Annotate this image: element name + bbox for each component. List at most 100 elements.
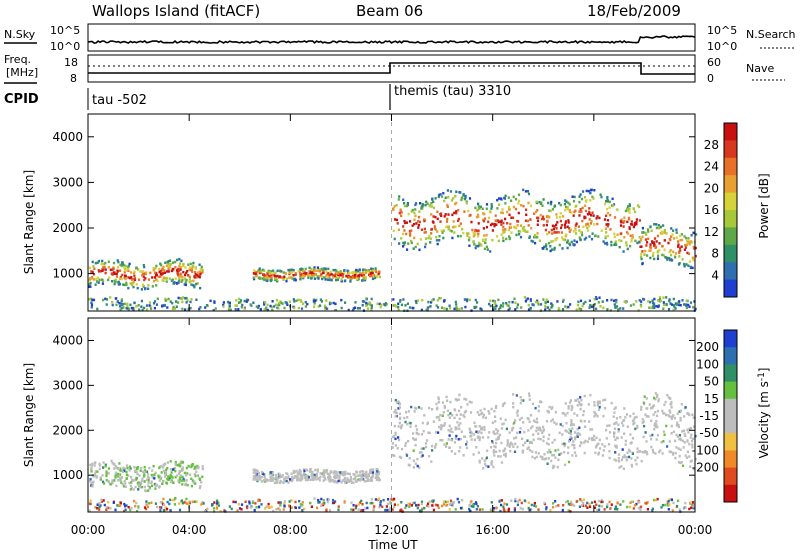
- echo-cell: [402, 225, 405, 228]
- echo-cell: [651, 254, 655, 257]
- echo-cell: [118, 476, 122, 479]
- echo-cell: [512, 445, 515, 448]
- echo-cell: [411, 224, 414, 227]
- echo-cell: [371, 271, 374, 275]
- noise-panel: N.Sky 10^5 10^0 10^5 10^0 N.Search: [4, 23, 796, 53]
- echo-cell: [94, 470, 97, 473]
- echo-cell: [274, 473, 277, 477]
- echo-cell: [602, 399, 605, 402]
- echo-cell: [174, 497, 177, 500]
- echo-cell: [540, 400, 543, 404]
- echo-cell: [658, 296, 662, 299]
- echo-cell: [329, 477, 332, 481]
- echo-cell: [410, 239, 413, 243]
- echo-cell: [667, 504, 670, 507]
- echo-cell: [551, 303, 554, 307]
- echo-cell: [644, 249, 647, 253]
- echo-cell: [304, 305, 307, 308]
- echo-cell: [169, 509, 172, 512]
- echo-cell: [274, 271, 277, 275]
- echo-cell: [413, 211, 416, 215]
- echo-cell: [254, 274, 258, 278]
- echo-cell: [474, 233, 477, 236]
- echo-cell: [655, 240, 658, 243]
- echo-cell: [331, 498, 335, 502]
- echo-cell: [604, 202, 607, 206]
- echo-cell: [443, 443, 446, 446]
- echo-cell: [246, 506, 249, 510]
- echo-cell: [598, 296, 601, 299]
- echo-cell: [624, 443, 627, 446]
- echo-cell: [258, 268, 261, 272]
- echo-cell: [148, 476, 151, 480]
- echo-cell: [416, 432, 419, 435]
- echo-cell: [546, 462, 549, 465]
- echo-cell: [694, 307, 697, 311]
- echo-cell: [639, 245, 642, 248]
- echo-cell: [485, 464, 488, 468]
- echo-cell: [292, 274, 295, 277]
- echo-cell: [403, 241, 406, 244]
- echo-cell: [307, 273, 310, 277]
- echo-cell: [534, 505, 538, 508]
- echo-cell: [120, 303, 124, 307]
- echo-cell: [262, 479, 265, 482]
- echo-cell: [348, 478, 351, 482]
- echo-cell: [615, 507, 618, 511]
- echo-cell: [634, 210, 637, 214]
- echo-cell: [288, 276, 291, 279]
- echo-cell: [288, 300, 291, 303]
- echo-cell: [304, 474, 307, 478]
- echo-cell: [285, 472, 288, 475]
- echo-cell: [542, 215, 545, 218]
- echo-cell: [417, 223, 420, 227]
- echo-cell: [392, 435, 396, 438]
- echo-cell: [409, 220, 412, 223]
- echo-cell: [499, 509, 502, 513]
- echo-cell: [541, 455, 544, 459]
- echo-cell: [109, 482, 112, 486]
- echo-cell: [546, 306, 549, 309]
- echo-cell: [608, 431, 612, 434]
- echo-cell: [604, 227, 607, 230]
- echo-cell: [393, 410, 396, 414]
- echo-cell: [327, 473, 331, 476]
- echo-cell: [216, 499, 219, 503]
- echo-cell: [622, 500, 625, 503]
- echo-cell: [483, 459, 486, 463]
- echo-cell: [265, 279, 268, 283]
- echo-cell: [375, 474, 378, 478]
- echo-cell: [131, 478, 134, 482]
- echo-cell: [344, 472, 347, 476]
- echo-cell: [151, 476, 154, 479]
- echo-cell: [153, 482, 156, 486]
- echo-cell: [140, 479, 144, 482]
- echo-cell: [300, 267, 303, 271]
- echo-cell: [474, 501, 478, 504]
- echo-cell: [235, 304, 238, 307]
- echo-cell: [255, 305, 258, 308]
- echo-cell: [338, 476, 341, 480]
- echo-cell: [662, 307, 665, 310]
- echo-cell: [403, 219, 406, 223]
- echo-cell: [362, 274, 366, 277]
- echo-cell: [428, 455, 431, 458]
- echo-cell: [296, 471, 299, 475]
- echo-cell: [365, 479, 368, 483]
- echo-cell: [552, 464, 555, 468]
- echo-cell: [292, 269, 295, 272]
- echo-cell: [366, 479, 369, 483]
- echo-cell: [443, 307, 446, 310]
- echo-cell: [184, 281, 187, 284]
- echo-cell: [200, 502, 204, 505]
- echo-cell: [661, 232, 664, 235]
- echo-cell: [184, 278, 187, 281]
- echo-cell: [136, 472, 139, 476]
- echo-cell: [515, 436, 518, 439]
- echo-cell: [416, 457, 419, 461]
- echo-cell: [272, 509, 275, 513]
- echo-cell: [436, 406, 439, 410]
- echo-cell: [679, 234, 682, 238]
- echo-cell: [682, 429, 686, 432]
- echo-cell: [293, 476, 296, 479]
